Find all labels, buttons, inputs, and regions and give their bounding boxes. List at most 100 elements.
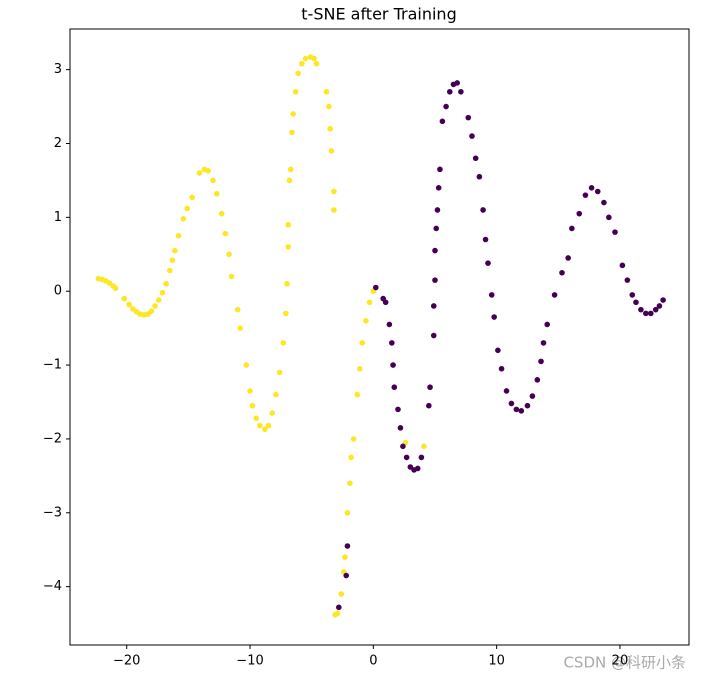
point [656,303,663,309]
point [540,340,547,346]
point [403,454,410,461]
point [476,173,483,180]
point [196,170,203,176]
point [262,426,268,433]
point [155,297,162,303]
point [169,257,176,263]
point [418,454,425,461]
point [234,306,241,313]
point [273,391,279,398]
point [437,166,443,173]
watermark: CSDN @科研小条 [563,654,686,672]
point [427,384,433,391]
point [389,340,395,346]
point [152,303,158,309]
point [633,299,639,306]
point [292,88,299,95]
point [299,60,305,67]
point [594,188,601,195]
point [121,295,128,302]
point [382,299,389,306]
point [189,194,195,201]
point [257,422,263,429]
point [432,247,438,254]
x-tick-label: 20 [612,654,629,669]
point [289,129,295,136]
point [205,168,211,174]
point [430,303,437,309]
point [331,188,337,195]
point [395,406,401,413]
point [397,425,404,431]
chart-title: t-SNE after Training [301,5,456,24]
point [148,308,155,314]
point [285,244,292,250]
point [328,148,335,154]
point [495,347,501,354]
point [366,299,373,306]
x-tick-label: −10 [236,654,263,669]
point [172,247,178,254]
point [498,365,505,372]
point [326,103,332,110]
point [249,402,256,409]
point [276,369,283,376]
point [433,225,440,232]
point [518,408,525,414]
point [434,207,441,213]
point [454,80,460,86]
point [167,267,173,274]
point [218,210,225,217]
point [482,236,489,243]
point [513,406,520,413]
y-tick-label: 2 [54,136,62,151]
point [414,465,421,472]
point [269,410,276,416]
point [280,340,287,346]
x-tick-label: −20 [113,654,140,669]
point [285,221,292,228]
point [491,314,497,320]
point [485,260,491,266]
point [356,365,363,372]
point [426,402,432,409]
point [180,216,187,222]
y-tick-label: 3 [54,62,62,77]
point [508,400,515,407]
point [228,273,235,280]
y-tick-label: −3 [43,505,62,520]
point [606,214,612,221]
point [569,225,575,232]
point [313,60,320,67]
point [363,317,369,324]
y-tick-label: −1 [43,358,62,373]
point [342,554,348,560]
point [243,362,250,368]
point [534,377,541,383]
y-tick-label: −4 [43,579,62,594]
point [287,166,294,173]
point [237,325,243,331]
y-tick-label: 0 [54,284,62,299]
point [469,133,475,139]
point [344,543,351,549]
point [344,509,351,516]
point [163,281,169,287]
plot-frame [69,28,690,646]
point [624,277,631,283]
point [331,207,337,213]
point [373,284,379,291]
point [327,125,333,132]
point [350,436,357,442]
point [430,332,437,339]
point [472,155,479,162]
point [465,114,472,121]
point [647,310,654,317]
point [643,310,649,317]
point [112,285,119,292]
point [282,310,289,317]
point [347,480,353,487]
point [348,454,354,461]
